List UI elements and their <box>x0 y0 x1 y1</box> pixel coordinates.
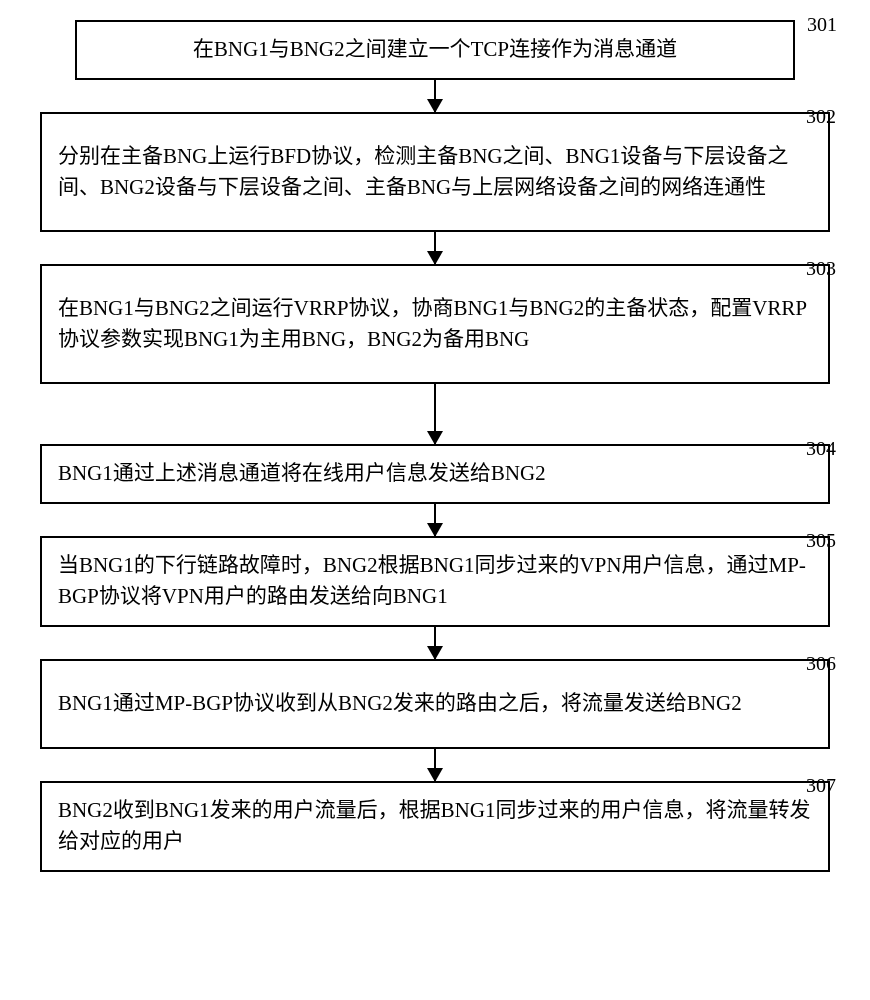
step-text: 在BNG1与BNG2之间运行VRRP协议，协商BNG1与BNG2的主备状态，配置… <box>58 293 812 356</box>
flow-arrow <box>434 384 436 444</box>
flow-arrow <box>434 504 436 536</box>
flow-arrow <box>434 749 436 781</box>
flowchart-step-301: 在BNG1与BNG2之间建立一个TCP连接作为消息通道301 <box>75 20 795 80</box>
step-label-306: 306 <box>806 649 836 679</box>
flow-arrow <box>434 627 436 659</box>
step-text: BNG1通过上述消息通道将在线用户信息发送给BNG2 <box>58 458 546 490</box>
flowchart-container: 在BNG1与BNG2之间建立一个TCP连接作为消息通道301 分别在主备BNG上运… <box>30 20 840 872</box>
step-text: 当BNG1的下行链路故障时，BNG2根据BNG1同步过来的VPN用户信息，通过M… <box>58 550 812 613</box>
step-label-302: 302 <box>806 102 836 132</box>
flowchart-step-302: 分别在主备BNG上运行BFD协议，检测主备BNG之间、BNG1设备与下层设备之间… <box>40 112 830 232</box>
flowchart-step-307: BNG2收到BNG1发来的用户流量后，根据BNG1同步过来的用户信息，将流量转发… <box>40 781 830 872</box>
step-label-303: 303 <box>806 254 836 284</box>
step-text: BNG1通过MP-BGP协议收到从BNG2发来的路由之后，将流量发送给BNG2 <box>58 688 742 720</box>
flowchart-step-303: 在BNG1与BNG2之间运行VRRP协议，协商BNG1与BNG2的主备状态，配置… <box>40 264 830 384</box>
step-label-301: 301 <box>807 10 837 40</box>
step-label-307: 307 <box>806 771 836 801</box>
flowchart-step-306: BNG1通过MP-BGP协议收到从BNG2发来的路由之后，将流量发送给BNG23… <box>40 659 830 749</box>
step-text: 在BNG1与BNG2之间建立一个TCP连接作为消息通道 <box>193 34 677 66</box>
flowchart-step-304: BNG1通过上述消息通道将在线用户信息发送给BNG2304 <box>40 444 830 504</box>
step-text: 分别在主备BNG上运行BFD协议，检测主备BNG之间、BNG1设备与下层设备之间… <box>58 141 812 204</box>
flow-arrow <box>434 232 436 264</box>
step-text: BNG2收到BNG1发来的用户流量后，根据BNG1同步过来的用户信息，将流量转发… <box>58 795 812 858</box>
step-label-304: 304 <box>806 434 836 464</box>
flowchart-step-305: 当BNG1的下行链路故障时，BNG2根据BNG1同步过来的VPN用户信息，通过M… <box>40 536 830 627</box>
step-label-305: 305 <box>806 526 836 556</box>
flow-arrow <box>434 80 436 112</box>
